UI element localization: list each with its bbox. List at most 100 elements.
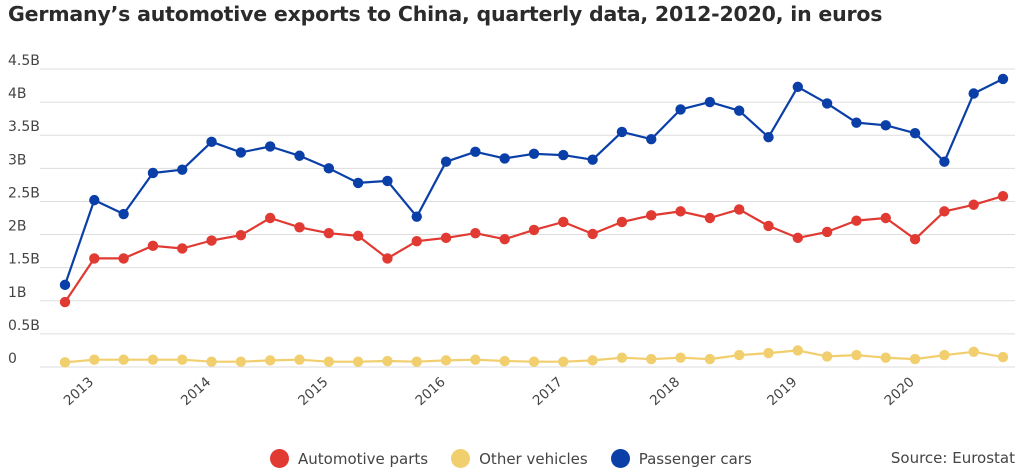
data-point bbox=[792, 232, 804, 244]
series-line bbox=[63, 77, 1004, 286]
legend-swatch bbox=[610, 449, 630, 468]
data-point bbox=[939, 349, 950, 361]
data-point bbox=[675, 206, 686, 217]
data-point bbox=[763, 220, 774, 232]
y-tick-label: 2B bbox=[8, 219, 27, 235]
legend-item-other-vehicles[interactable]: Other vehicles bbox=[451, 449, 588, 468]
data-point bbox=[851, 117, 862, 128]
legend-label: Automotive parts bbox=[298, 449, 429, 468]
y-tick-label: 0 bbox=[8, 351, 17, 367]
data-point bbox=[294, 150, 305, 161]
data-point bbox=[499, 233, 510, 245]
data-point bbox=[909, 353, 921, 365]
gridlines bbox=[40, 68, 1015, 368]
data-point bbox=[851, 215, 862, 226]
data-point bbox=[118, 208, 129, 220]
series-passenger-cars bbox=[59, 73, 1009, 291]
data-point bbox=[470, 146, 481, 157]
x-tick-label: 2015 bbox=[295, 374, 331, 409]
data-point bbox=[382, 355, 393, 367]
legend-swatch bbox=[270, 449, 289, 468]
data-point bbox=[177, 354, 188, 365]
data-point bbox=[792, 345, 804, 356]
legend: Automotive parts Other vehicles Passenge… bbox=[270, 449, 775, 468]
legend-item-passenger-cars[interactable]: Passenger cars bbox=[610, 449, 752, 468]
y-tick-label: 0.5B bbox=[8, 318, 40, 334]
data-point bbox=[646, 210, 657, 221]
data-point bbox=[558, 356, 569, 367]
data-point bbox=[440, 355, 452, 366]
data-point bbox=[997, 351, 1009, 363]
data-point bbox=[939, 206, 950, 217]
data-point bbox=[997, 73, 1009, 85]
data-point bbox=[733, 204, 745, 215]
data-point bbox=[59, 357, 71, 368]
data-point bbox=[411, 235, 422, 247]
data-point bbox=[89, 253, 100, 264]
data-point bbox=[616, 126, 628, 138]
legend-label: Passenger cars bbox=[638, 449, 752, 468]
legend-item-automotive-parts[interactable]: Automotive parts bbox=[270, 449, 428, 468]
data-point bbox=[206, 356, 217, 367]
data-point bbox=[264, 212, 276, 224]
data-point bbox=[704, 96, 716, 108]
data-point bbox=[411, 211, 422, 222]
data-point bbox=[382, 253, 393, 264]
data-point bbox=[939, 156, 950, 167]
x-tick-label: 2017 bbox=[530, 374, 566, 409]
data-point bbox=[880, 352, 891, 363]
x-tick-label: 2018 bbox=[647, 374, 683, 409]
y-tick-label: 4.5B bbox=[8, 53, 40, 69]
data-point bbox=[587, 154, 598, 165]
data-point bbox=[89, 194, 100, 206]
x-tick-label: 2014 bbox=[178, 374, 214, 409]
data-point bbox=[821, 98, 833, 109]
x-tick-label: 2016 bbox=[412, 374, 448, 409]
data-point bbox=[206, 136, 217, 148]
data-point bbox=[675, 104, 686, 115]
data-point bbox=[851, 349, 862, 361]
x-axis-ticks: 2013 2014 2015 2016 2017 2018 2019 2020 bbox=[61, 374, 918, 409]
data-point bbox=[147, 167, 159, 179]
y-tick-label: 3.5B bbox=[8, 119, 40, 135]
legend-label: Other vehicles bbox=[479, 449, 588, 468]
data-point bbox=[89, 354, 100, 365]
data-point bbox=[909, 128, 921, 139]
data-point bbox=[411, 356, 422, 367]
data-point bbox=[968, 346, 979, 357]
data-point bbox=[968, 88, 979, 99]
data-point bbox=[235, 147, 247, 158]
series-lines bbox=[59, 73, 1009, 368]
data-point bbox=[968, 199, 979, 210]
data-point bbox=[704, 353, 716, 365]
data-point bbox=[646, 133, 657, 145]
data-point bbox=[177, 243, 188, 254]
data-point bbox=[294, 222, 305, 233]
data-point bbox=[323, 163, 335, 174]
data-point bbox=[821, 226, 833, 238]
data-point bbox=[352, 177, 364, 189]
x-tick-label: 2013 bbox=[61, 374, 97, 409]
data-point bbox=[763, 132, 774, 143]
data-point bbox=[59, 279, 71, 291]
data-point bbox=[440, 232, 452, 244]
data-point bbox=[733, 105, 745, 116]
data-point bbox=[675, 352, 686, 363]
data-point bbox=[235, 230, 247, 241]
data-point bbox=[59, 296, 71, 308]
data-point bbox=[206, 235, 217, 246]
data-point bbox=[528, 224, 540, 236]
data-point bbox=[763, 347, 774, 359]
y-tick-label: 2.5B bbox=[8, 185, 40, 201]
legend-swatch bbox=[451, 449, 471, 468]
data-point bbox=[147, 354, 159, 365]
data-point bbox=[323, 228, 335, 239]
data-point bbox=[528, 148, 540, 159]
data-point bbox=[616, 216, 628, 228]
y-tick-label: 4B bbox=[8, 86, 27, 102]
y-tick-label: 3B bbox=[8, 152, 27, 168]
data-point bbox=[733, 349, 745, 361]
y-tick-label: 1.5B bbox=[8, 252, 40, 268]
data-point bbox=[352, 356, 364, 367]
